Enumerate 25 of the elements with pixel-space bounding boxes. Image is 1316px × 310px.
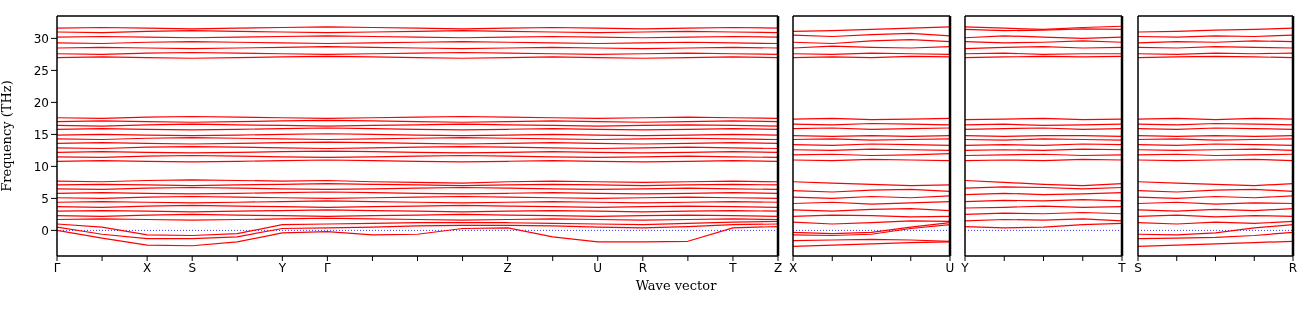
y-tick-label: 20 xyxy=(33,95,49,110)
x-tick-label: Y xyxy=(960,260,970,275)
x-tick-label: Z xyxy=(773,260,783,275)
y-tick-label: 5 xyxy=(41,191,49,206)
y-tick-label: 25 xyxy=(33,63,49,78)
x-tick-label: Γ xyxy=(53,260,61,275)
x-tick-label: T xyxy=(728,260,738,275)
x-tick-label: U xyxy=(593,260,603,275)
x-tick-label: Γ xyxy=(324,260,332,275)
x-tick-label: T xyxy=(1117,260,1127,275)
x-tick-label: X xyxy=(143,260,152,275)
x-tick-label: R xyxy=(1288,260,1298,275)
y-tick-label: 10 xyxy=(33,159,49,174)
x-axis-title: Wave vector xyxy=(634,278,718,293)
x-tick-label: Z xyxy=(503,260,512,275)
x-tick-label: S xyxy=(188,260,196,275)
y-tick-label: 0 xyxy=(41,223,49,238)
y-tick-label: 30 xyxy=(33,31,49,46)
x-tick-label: X xyxy=(788,260,798,275)
y-axis-title: Frequency (THz) xyxy=(0,80,14,192)
x-tick-label: U xyxy=(945,260,955,275)
x-tick-label: S xyxy=(1134,260,1142,275)
y-tick-label: 15 xyxy=(33,127,49,142)
x-tick-label: R xyxy=(638,260,647,275)
x-tick-label: Y xyxy=(277,260,287,275)
